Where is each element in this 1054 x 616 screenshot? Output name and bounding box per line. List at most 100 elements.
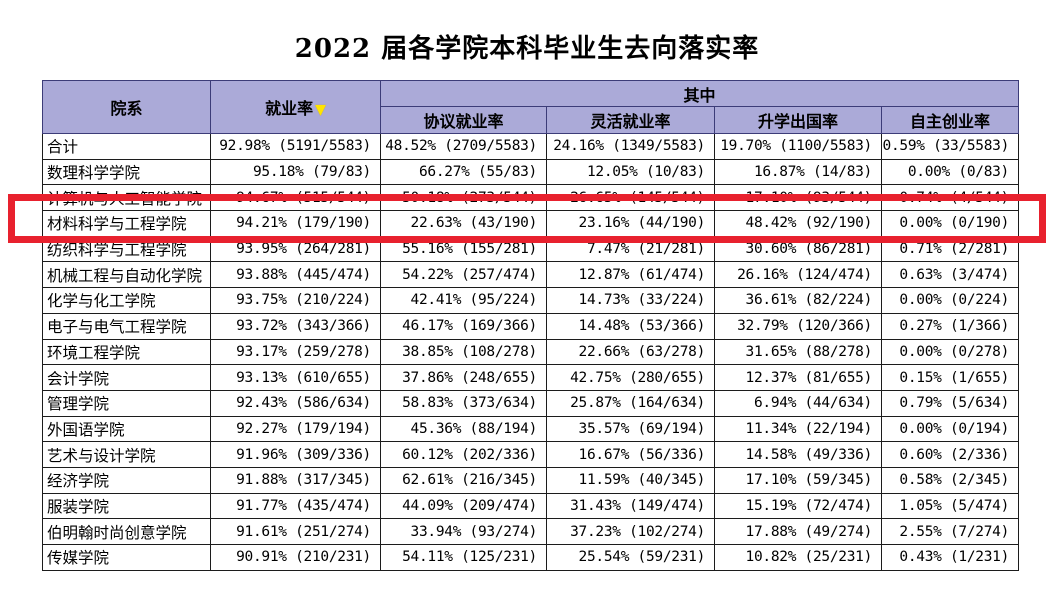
value-cell: 91.88% (317/345) xyxy=(210,466,381,494)
value-cell: 17.10% (93/544) xyxy=(714,184,882,212)
value-cell: 48.52% (2709/5583) xyxy=(380,133,547,160)
value-cell: 14.48% (53/366) xyxy=(546,312,715,340)
value-cell: 17.10% (59/345) xyxy=(714,466,882,494)
value-cell: 19.70% (1100/5583) xyxy=(714,133,882,160)
value-cell: 37.86% (248/655) xyxy=(380,364,547,391)
col-header-college: 院系 xyxy=(42,80,211,134)
table-row: 化学与化工学院 93.75% (210/224) 42.41% (95/224) 14… xyxy=(42,287,1019,314)
sort-desc-icon[interactable]: ▼ xyxy=(315,102,326,118)
value-cell: 7.47% (21/281) xyxy=(546,235,715,263)
value-cell: 90.91% (210/231) xyxy=(210,544,381,571)
value-cell: 25.54% (59/231) xyxy=(546,544,715,571)
value-cell: 6.94% (44/634) xyxy=(714,389,882,417)
value-cell: 91.61% (251/274) xyxy=(210,518,381,545)
value-cell: 93.75% (210/224) xyxy=(210,287,381,314)
value-cell: 93.17% (259/278) xyxy=(210,338,381,366)
col-header-further-study-abroad-rate: 升学出国率 xyxy=(714,106,882,134)
table-row: 经济学院 91.88% (317/345) 62.61% (216/345) 11.5… xyxy=(42,466,1019,494)
value-cell: 32.79% (120/366) xyxy=(714,312,882,340)
value-cell: 46.17% (169/366) xyxy=(380,312,547,340)
value-cell: 91.96% (309/336) xyxy=(210,441,381,468)
table-row: 艺术与设计学院 91.96% (309/336) 60.12% (202/336) 1… xyxy=(42,441,1019,468)
value-cell: 33.94% (93/274) xyxy=(380,518,547,545)
col-header-employment-rate[interactable]: 就业率 ▼ xyxy=(210,80,381,134)
table-row: 传媒学院 90.91% (210/231) 54.11% (125/231) 25.5… xyxy=(42,544,1019,571)
employment-rate-table: 院系 就业率 ▼ 其中 协议就业率 灵活就业率 升学出国率 自主创业率 合计 92.… xyxy=(42,80,1019,571)
college-name-cell: 服装学院 xyxy=(42,492,211,520)
value-cell: 24.16% (1349/5583) xyxy=(546,133,715,160)
value-cell: 91.77% (435/474) xyxy=(210,492,381,520)
table-row: 外国语学院 92.27% (179/194) 45.36% (88/194) 35.5… xyxy=(42,415,1019,443)
table-row: 伯明翰时尚创意学院 91.61% (251/274) 33.94% (93/274)… xyxy=(42,518,1019,545)
college-name-cell: 数理科学学院 xyxy=(42,158,211,186)
value-cell: 0.27% (1/366) xyxy=(881,312,1019,340)
table-row: 纺织科学与工程学院 93.95% (264/281) 55.16% (155/281… xyxy=(42,235,1019,263)
value-cell: 25.87% (164/634) xyxy=(546,389,715,417)
table-row: 电子与电气工程学院 93.72% (343/366) 46.17% (169/366… xyxy=(42,312,1019,340)
value-cell: 0.15% (1/655) xyxy=(881,364,1019,391)
value-cell: 93.88% (445/474) xyxy=(210,261,381,289)
value-cell: 93.13% (610/655) xyxy=(210,364,381,391)
col-header-flexible-employment-rate: 灵活就业率 xyxy=(546,106,715,134)
value-cell: 95.18% (79/83) xyxy=(210,158,381,186)
table-row: 机械工程与自动化学院 93.88% (445/474) 54.22% (257/47… xyxy=(42,261,1019,289)
college-name-cell: 外国语学院 xyxy=(42,415,211,443)
value-cell: 60.12% (202/336) xyxy=(380,441,547,468)
value-cell: 94.21% (179/190) xyxy=(210,210,381,237)
value-cell: 26.16% (124/474) xyxy=(714,261,882,289)
value-cell: 36.61% (82/224) xyxy=(714,287,882,314)
value-cell: 54.22% (257/474) xyxy=(380,261,547,289)
college-name-cell: 合计 xyxy=(42,133,211,160)
value-cell: 62.61% (216/345) xyxy=(380,466,547,494)
table-row: 数理科学学院 95.18% (79/83) 66.27% (55/83) 12.05%… xyxy=(42,158,1019,186)
value-cell: 22.66% (63/278) xyxy=(546,338,715,366)
value-cell: 42.41% (95/224) xyxy=(380,287,547,314)
college-name-cell: 计算机与人工智能学院 xyxy=(42,184,211,212)
college-name-cell: 纺织科学与工程学院 xyxy=(42,235,211,263)
table-row: 会计学院 93.13% (610/655) 37.86% (248/655) 42.7… xyxy=(42,364,1019,391)
col-header-self-employment-rate: 自主创业率 xyxy=(881,106,1019,134)
value-cell: 31.65% (88/278) xyxy=(714,338,882,366)
value-cell: 0.43% (1/231) xyxy=(881,544,1019,571)
value-cell: 92.98% (5191/5583) xyxy=(210,133,381,160)
value-cell: 1.05% (5/474) xyxy=(881,492,1019,520)
value-cell: 0.71% (2/281) xyxy=(881,235,1019,263)
value-cell: 0.00% (0/278) xyxy=(881,338,1019,366)
table-header: 院系 就业率 ▼ 其中 协议就业率 灵活就业率 升学出国率 自主创业率 xyxy=(42,80,1019,134)
value-cell: 0.00% (0/194) xyxy=(881,415,1019,443)
college-name-cell: 电子与电气工程学院 xyxy=(42,312,211,340)
value-cell: 11.59% (40/345) xyxy=(546,466,715,494)
table-row: 环境工程学院 93.17% (259/278) 38.85% (108/278) 22… xyxy=(42,338,1019,366)
value-cell: 0.74% (4/544) xyxy=(881,184,1019,212)
college-name-cell: 艺术与设计学院 xyxy=(42,441,211,468)
value-cell: 23.16% (44/190) xyxy=(546,210,715,237)
value-cell: 16.87% (14/83) xyxy=(714,158,882,186)
value-cell: 30.60% (86/281) xyxy=(714,235,882,263)
col-header-contract-employment-rate: 协议就业率 xyxy=(380,106,547,134)
value-cell: 22.63% (43/190) xyxy=(380,210,547,237)
value-cell: 50.18% (273/544) xyxy=(380,184,547,212)
value-cell: 14.58% (49/336) xyxy=(714,441,882,468)
value-cell: 0.00% (0/83) xyxy=(881,158,1019,186)
table-row: 计算机与人工智能学院 94.67% (515/544) 50.18% (273/54… xyxy=(42,184,1019,212)
value-cell: 0.59% (33/5583) xyxy=(881,133,1019,160)
value-cell: 37.23% (102/274) xyxy=(546,518,715,545)
college-name-cell: 材料科学与工程学院 xyxy=(42,210,211,237)
value-cell: 45.36% (88/194) xyxy=(380,415,547,443)
college-name-cell: 经济学院 xyxy=(42,466,211,494)
value-cell: 31.43% (149/474) xyxy=(546,492,715,520)
college-name-cell: 伯明翰时尚创意学院 xyxy=(42,518,211,545)
page-title: 2022 届各学院本科毕业生去向落实率 xyxy=(294,34,760,64)
value-cell: 10.82% (25/231) xyxy=(714,544,882,571)
value-cell: 44.09% (209/474) xyxy=(380,492,547,520)
value-cell: 94.67% (515/544) xyxy=(210,184,381,212)
value-cell: 12.87% (61/474) xyxy=(546,261,715,289)
college-name-cell: 化学与化工学院 xyxy=(42,287,211,314)
value-cell: 55.16% (155/281) xyxy=(380,235,547,263)
col-header-group-among-which: 其中 xyxy=(380,80,1019,107)
table-row: 服装学院 91.77% (435/474) 44.09% (209/474) 31.4… xyxy=(42,492,1019,520)
table-row: 合计 92.98% (5191/5583) 48.52% (2709/5583) 24… xyxy=(42,133,1019,160)
value-cell: 0.79% (5/634) xyxy=(881,389,1019,417)
college-name-cell: 机械工程与自动化学院 xyxy=(42,261,211,289)
